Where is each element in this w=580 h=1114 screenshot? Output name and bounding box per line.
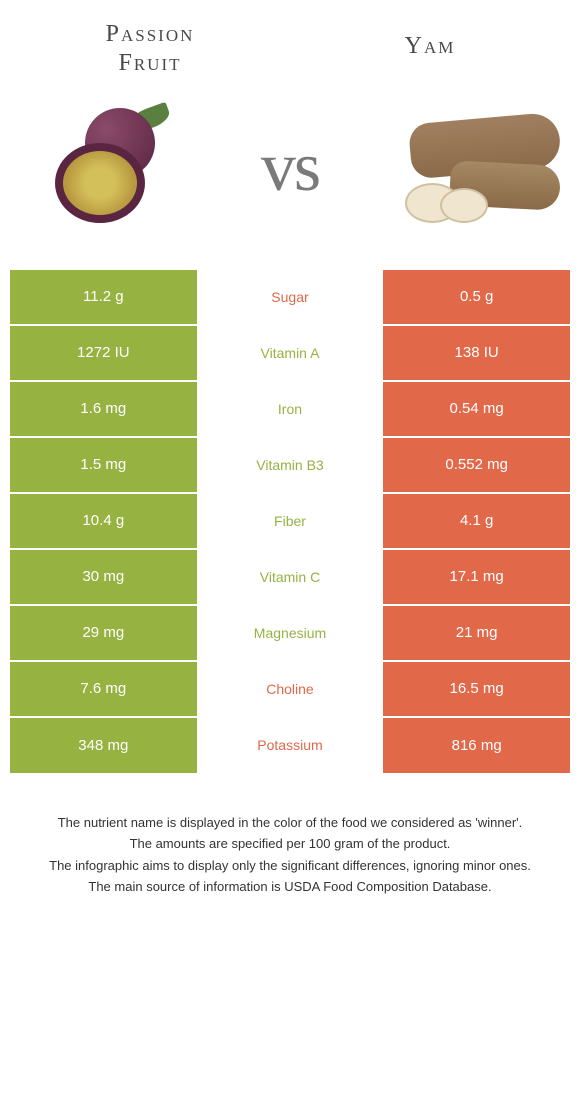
footer-line-3: The infographic aims to display only the… [20,856,560,876]
food-left-line2: Fruit [10,49,290,78]
footer-line-1: The nutrient name is displayed in the co… [20,813,560,833]
nutrient-row: 7.6 mgCholine16.5 mg [10,661,570,717]
food-left-name: Passion Fruit [10,20,290,78]
nutrient-row: 30 mgVitamin C17.1 mg [10,549,570,605]
nutrient-right-value: 4.1 g [383,493,570,549]
nutrient-label: Magnesium [197,605,384,661]
nutrient-label: Potassium [197,717,384,773]
nutrient-left-value: 30 mg [10,549,197,605]
nutrient-table: 11.2 gSugar0.5 g1272 IUVitamin A138 IU1.… [10,268,570,773]
nutrient-right-value: 816 mg [383,717,570,773]
nutrient-row: 10.4 gFiber4.1 g [10,493,570,549]
nutrient-row: 348 mgPotassium816 mg [10,717,570,773]
nutrient-right-value: 16.5 mg [383,661,570,717]
footer-text: The nutrient name is displayed in the co… [10,813,570,897]
nutrient-label: Iron [197,381,384,437]
vs-label: vs [261,128,319,208]
nutrient-right-value: 138 IU [383,325,570,381]
food-right-name: Yam [290,20,570,78]
nutrient-row: 1272 IUVitamin A138 IU [10,325,570,381]
nutrient-left-value: 348 mg [10,717,197,773]
nutrient-label: Vitamin B3 [197,437,384,493]
nutrient-right-value: 0.5 g [383,269,570,325]
nutrient-left-value: 29 mg [10,605,197,661]
nutrient-row: 1.5 mgVitamin B30.552 mg [10,437,570,493]
nutrient-right-value: 21 mg [383,605,570,661]
footer-line-4: The main source of information is USDA F… [20,877,560,897]
passion-fruit-image [30,98,190,238]
nutrient-left-value: 11.2 g [10,269,197,325]
nutrient-row: 11.2 gSugar0.5 g [10,269,570,325]
nutrient-left-value: 1.6 mg [10,381,197,437]
footer-line-2: The amounts are specified per 100 gram o… [20,834,560,854]
nutrient-left-value: 7.6 mg [10,661,197,717]
nutrient-left-value: 1.5 mg [10,437,197,493]
header-titles: Passion Fruit Yam [10,20,570,78]
nutrient-label: Vitamin C [197,549,384,605]
nutrient-label: Vitamin A [197,325,384,381]
yam-image [390,98,550,238]
nutrient-row: 1.6 mgIron0.54 mg [10,381,570,437]
nutrient-label: Choline [197,661,384,717]
nutrient-right-value: 17.1 mg [383,549,570,605]
nutrient-row: 29 mgMagnesium21 mg [10,605,570,661]
nutrient-left-value: 10.4 g [10,493,197,549]
nutrient-right-value: 0.54 mg [383,381,570,437]
image-row: vs [10,98,570,238]
food-left-line1: Passion [10,20,290,49]
nutrient-right-value: 0.552 mg [383,437,570,493]
nutrient-left-value: 1272 IU [10,325,197,381]
nutrient-label: Sugar [197,269,384,325]
nutrient-label: Fiber [197,493,384,549]
